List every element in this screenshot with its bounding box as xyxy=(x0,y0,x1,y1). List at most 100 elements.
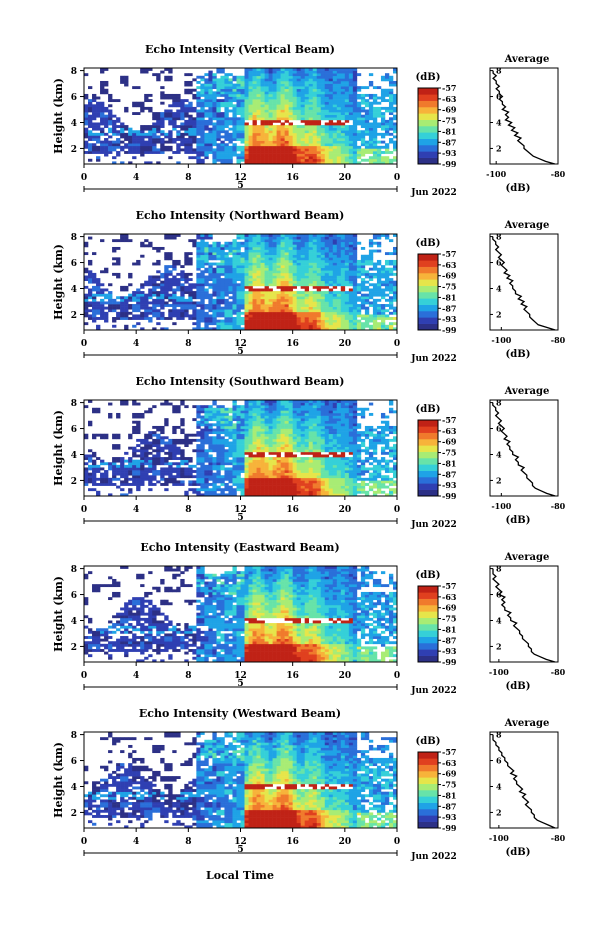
heatmap-cell xyxy=(136,112,141,115)
heatmap-cell xyxy=(348,73,354,77)
heatmap-cell xyxy=(304,101,310,105)
heatmap-cell xyxy=(248,143,253,147)
heatmap-cell xyxy=(240,127,245,131)
heatmap-cell xyxy=(100,480,105,484)
heatmap-cell xyxy=(312,317,318,320)
heatmap-cell xyxy=(276,112,281,115)
heatmap-cell xyxy=(288,304,293,307)
heatmap-cell xyxy=(368,140,374,144)
heatmap-cell xyxy=(192,464,197,468)
heatmap-cell xyxy=(268,270,273,274)
heatmap-cell xyxy=(120,314,125,318)
average-x-tick-label: -100 xyxy=(486,169,506,179)
heatmap-cell xyxy=(384,275,390,279)
heatmap-cell xyxy=(276,161,281,165)
heatmap-cell xyxy=(92,93,97,97)
heatmap-cell xyxy=(100,462,105,466)
heatmap-cell xyxy=(152,285,157,289)
heatmap-cell xyxy=(96,112,101,115)
heatmap-cell xyxy=(288,311,293,315)
heatmap-cell xyxy=(280,298,285,302)
heatmap-cell xyxy=(208,70,213,74)
heatmap-cell xyxy=(232,322,237,326)
heatmap-cell xyxy=(312,296,318,300)
heatmap-cell xyxy=(392,296,398,300)
heatmap-cell xyxy=(176,151,181,154)
heatmap-cell xyxy=(340,156,346,160)
heatmap-cell xyxy=(88,99,93,103)
heatmap-cell xyxy=(252,239,257,243)
heatmap-cell xyxy=(288,257,293,261)
heatmap-cell xyxy=(388,252,394,256)
heatmap-cell xyxy=(292,140,297,144)
heatmap-cell xyxy=(320,78,326,82)
heatmap-cell xyxy=(200,459,205,463)
heatmap-cell xyxy=(232,114,237,118)
heatmap-cell xyxy=(116,296,121,300)
heatmap-cell xyxy=(224,119,229,123)
heatmap-cell xyxy=(172,444,177,447)
heatmap-cell xyxy=(100,86,105,90)
heatmap-cell xyxy=(304,99,310,103)
heatmap-cell xyxy=(144,467,149,471)
heatmap-cell xyxy=(300,306,305,310)
heatmap-cell xyxy=(272,298,277,302)
heatmap-cell xyxy=(316,296,322,300)
heatmap-cell xyxy=(332,241,338,245)
heatmap-cell xyxy=(148,431,153,435)
heatmap-cell xyxy=(108,298,113,302)
heatmap-cell xyxy=(164,270,169,274)
heatmap-cell xyxy=(272,322,277,326)
heatmap-cell xyxy=(276,119,281,123)
heatmap-cell xyxy=(256,117,261,121)
heatmap-cell xyxy=(348,130,354,134)
heatmap-cell xyxy=(272,311,277,315)
heatmap-cell xyxy=(244,272,249,276)
heatmap-cell xyxy=(112,143,117,147)
heatmap-cell xyxy=(244,130,249,134)
heatmap-cell xyxy=(124,151,129,154)
heatmap-cell xyxy=(144,125,149,128)
heatmap-cell xyxy=(336,130,342,134)
heatmap-cell xyxy=(152,441,157,445)
heatmap-cell xyxy=(252,246,257,250)
heatmap-cell xyxy=(200,234,205,237)
heatmap-cell xyxy=(260,270,265,274)
heatmap-cell xyxy=(380,322,386,326)
heatmap-cell xyxy=(196,122,201,126)
heatmap-cell xyxy=(132,428,137,432)
heatmap-cell xyxy=(156,314,161,318)
heatmap-cell xyxy=(200,283,205,287)
heatmap-cell xyxy=(320,293,326,297)
heatmap-cell xyxy=(112,127,117,131)
heatmap-cell xyxy=(376,304,382,307)
heatmap-cell xyxy=(104,114,109,118)
heatmap-cell xyxy=(376,283,382,287)
heatmap-cell xyxy=(348,138,354,141)
heatmap-cell xyxy=(180,291,185,294)
heatmap-cell xyxy=(220,104,225,108)
heatmap-cell xyxy=(260,112,265,115)
heatmap-cell xyxy=(368,314,374,318)
heatmap-cell xyxy=(372,99,378,103)
heatmap-cell xyxy=(112,319,117,323)
heatmap-cell xyxy=(332,283,338,287)
heatmap-cell xyxy=(84,117,89,121)
heatmap-cell xyxy=(164,420,169,424)
heatmap-cell xyxy=(248,106,253,110)
heatmap-cell xyxy=(120,457,125,460)
heatmap-cell xyxy=(116,132,121,136)
heatmap-cell xyxy=(208,252,213,256)
heatmap-cell xyxy=(208,438,213,442)
heatmap-cell xyxy=(284,125,289,128)
heatmap-cell xyxy=(180,428,185,432)
heatmap-cell xyxy=(100,127,105,131)
heatmap-cell xyxy=(340,114,346,118)
heatmap-cell xyxy=(256,244,261,248)
heatmap-cell xyxy=(240,86,245,90)
heatmap-cell xyxy=(132,446,137,450)
heatmap-cell xyxy=(204,109,209,113)
heatmap-cell xyxy=(208,99,213,103)
heatmap-cell xyxy=(184,298,189,302)
heatmap-cell xyxy=(248,272,253,276)
